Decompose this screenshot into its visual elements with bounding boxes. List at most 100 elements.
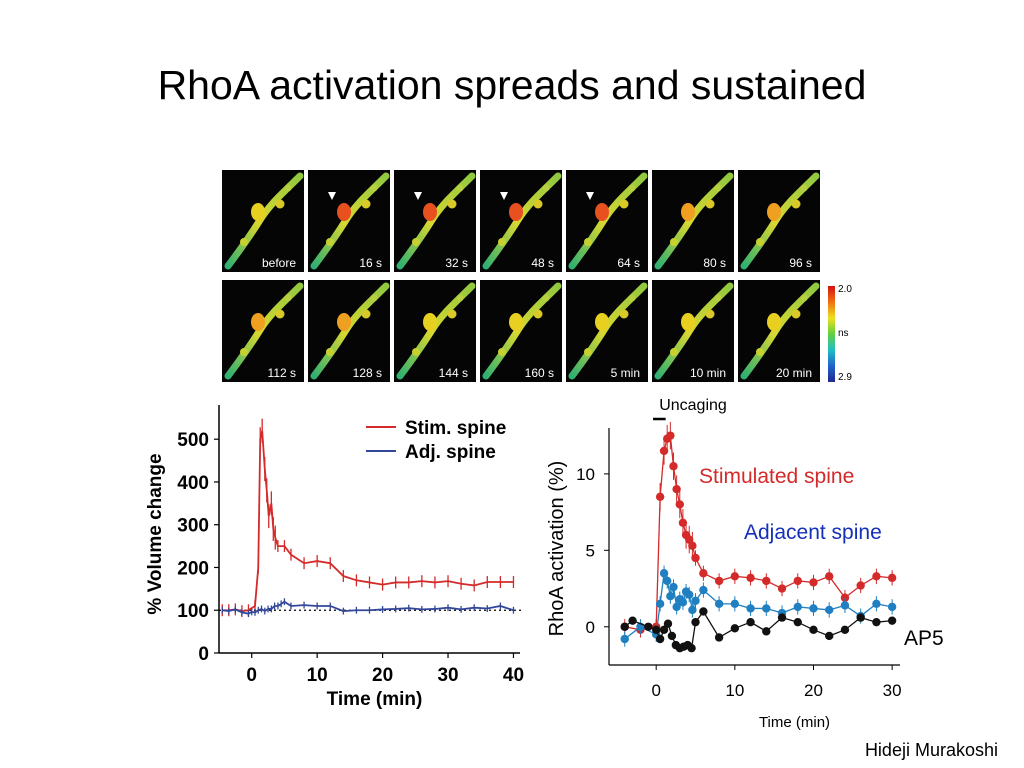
adjacent-spine bbox=[628, 184, 636, 192]
panel-time-label: 48 s bbox=[531, 256, 554, 270]
y-tick-label: 10 bbox=[576, 465, 595, 484]
data-point bbox=[825, 605, 834, 615]
adjacent-spine bbox=[584, 238, 592, 246]
data-point bbox=[620, 634, 629, 644]
image-panel: 144 s bbox=[394, 280, 476, 382]
data-point bbox=[644, 622, 653, 631]
data-point bbox=[856, 581, 865, 590]
image-panel: 10 min bbox=[652, 280, 734, 382]
adjacent-spine bbox=[791, 199, 801, 209]
panel-time-label: 20 min bbox=[775, 366, 812, 380]
data-point bbox=[809, 578, 818, 587]
stimulated-spine bbox=[509, 203, 523, 221]
image-panel: 20 min bbox=[738, 280, 820, 382]
adjacent-spine bbox=[670, 348, 678, 356]
y-tick-label: 100 bbox=[177, 601, 209, 622]
data-point bbox=[620, 622, 629, 631]
dendrite-image bbox=[310, 172, 390, 270]
adjacent-spine bbox=[498, 348, 506, 356]
adjacent-spine bbox=[533, 199, 543, 209]
data-point bbox=[691, 596, 700, 605]
data-point bbox=[714, 576, 724, 586]
data-point bbox=[887, 602, 897, 612]
adjacent-spine bbox=[275, 199, 285, 209]
data-point bbox=[746, 573, 755, 583]
panel-time-label: before bbox=[261, 256, 296, 270]
adjacent-spine bbox=[284, 294, 292, 302]
dendrite-image bbox=[740, 172, 820, 270]
data-point bbox=[809, 625, 818, 635]
adjacent-spine bbox=[705, 199, 715, 209]
rhoa-activation-chart: 0 5 10 0 10 20 30 Time (min) RhoA activation (%)… bbox=[546, 397, 944, 731]
series-label-adjacent: Adjacent spine bbox=[744, 521, 882, 544]
y-tick-label: 300 bbox=[177, 516, 209, 537]
adjacent-spine bbox=[800, 184, 808, 192]
y-axis-label: % Volume change bbox=[145, 453, 166, 614]
data-point bbox=[809, 604, 818, 613]
adjacent-spine bbox=[361, 199, 371, 209]
adjacent-spine bbox=[412, 348, 420, 356]
dendrite-image bbox=[740, 282, 820, 380]
data-point bbox=[655, 492, 665, 502]
data-point bbox=[688, 605, 697, 615]
data-point bbox=[687, 643, 696, 653]
adjacent-spine bbox=[533, 309, 543, 319]
adjacent-spine bbox=[284, 184, 292, 192]
panel-time-label: 16 s bbox=[359, 256, 382, 270]
dendrite-image bbox=[224, 282, 304, 380]
data-point bbox=[669, 582, 678, 592]
dendrite-image bbox=[568, 282, 648, 380]
data-point bbox=[691, 617, 700, 627]
stimulated-spine bbox=[681, 313, 695, 331]
colorbar bbox=[828, 286, 835, 382]
image-panel: before bbox=[222, 170, 304, 272]
dendrite-image bbox=[654, 172, 734, 270]
data-point bbox=[678, 598, 688, 607]
dendrite-image bbox=[568, 172, 648, 270]
data-point bbox=[872, 599, 881, 609]
data-point bbox=[777, 613, 787, 622]
stimulated-spine bbox=[423, 203, 437, 221]
adjacent-spine bbox=[326, 238, 334, 246]
x-tick-label: 20 bbox=[804, 681, 823, 700]
data-point bbox=[887, 573, 897, 583]
author-credit: Hideji Murakoshi bbox=[864, 740, 998, 760]
data-point bbox=[856, 613, 865, 622]
image-panel: 80 s bbox=[652, 170, 734, 272]
arrowhead-marker bbox=[500, 192, 508, 200]
adjacent-spine bbox=[240, 238, 248, 246]
x-tick-label: 0 bbox=[246, 665, 257, 686]
data-point bbox=[762, 576, 771, 586]
data-point bbox=[746, 604, 755, 613]
data-point bbox=[688, 541, 697, 550]
adjacent-spine bbox=[498, 238, 506, 246]
x-axis-label: Time (min) bbox=[759, 714, 830, 731]
y-tick-label: 5 bbox=[586, 541, 595, 560]
image-panel: 32 s bbox=[394, 170, 476, 272]
adjacent-spine bbox=[447, 199, 457, 209]
data-point bbox=[777, 584, 787, 593]
panel-time-label: 128 s bbox=[352, 366, 382, 380]
data-point bbox=[714, 599, 724, 609]
data-point bbox=[678, 518, 688, 527]
stimulated-spine bbox=[767, 203, 781, 221]
colorbar-middle-label: ns bbox=[838, 328, 849, 339]
adjacent-spine bbox=[619, 199, 629, 209]
adjacent-spine bbox=[240, 348, 248, 356]
data-point bbox=[793, 602, 802, 612]
image-panel: 160 s bbox=[480, 280, 562, 382]
adjacent-spine bbox=[800, 294, 808, 302]
image-panel: 48 s bbox=[480, 170, 562, 272]
panel-time-label: 10 min bbox=[689, 366, 726, 380]
adjacent-spine bbox=[542, 294, 550, 302]
adjacent-spine bbox=[584, 348, 592, 356]
data-point bbox=[730, 599, 740, 609]
dendrite-image bbox=[396, 282, 476, 380]
data-point bbox=[730, 572, 740, 581]
y-tick-label: 500 bbox=[177, 430, 209, 451]
y-tick-label: 400 bbox=[177, 473, 209, 494]
data-point bbox=[685, 590, 694, 599]
x-tick-label: 30 bbox=[883, 681, 902, 700]
y-tick-label: 200 bbox=[177, 558, 209, 579]
image-panel: 112 s bbox=[222, 280, 304, 382]
